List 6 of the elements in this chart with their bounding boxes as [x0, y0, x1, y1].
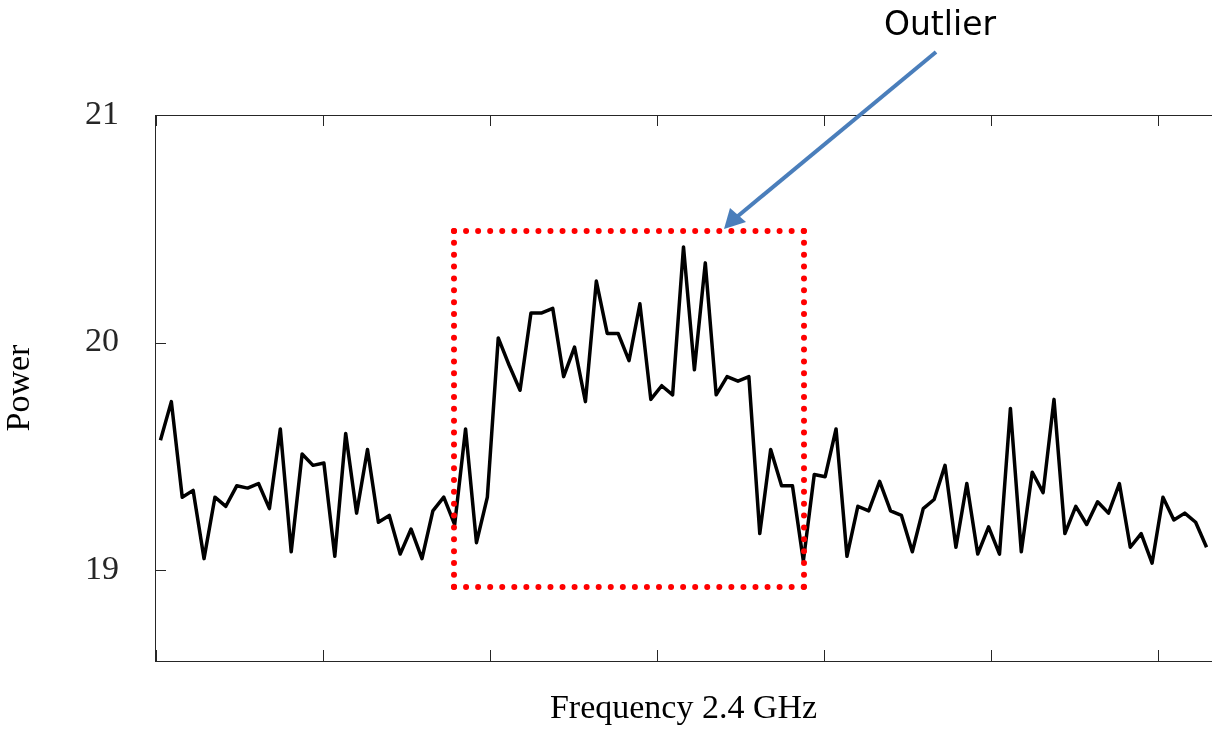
text: Outlier	[882, 4, 997, 43]
y-axis-title: Power	[0, 343, 37, 432]
y-tick-label: 20	[85, 321, 119, 359]
y-tick-label: 19	[85, 548, 119, 586]
y-tick-label: 21	[85, 93, 119, 131]
x-axis-title: Frequency 2.4 GHz	[549, 687, 818, 725]
